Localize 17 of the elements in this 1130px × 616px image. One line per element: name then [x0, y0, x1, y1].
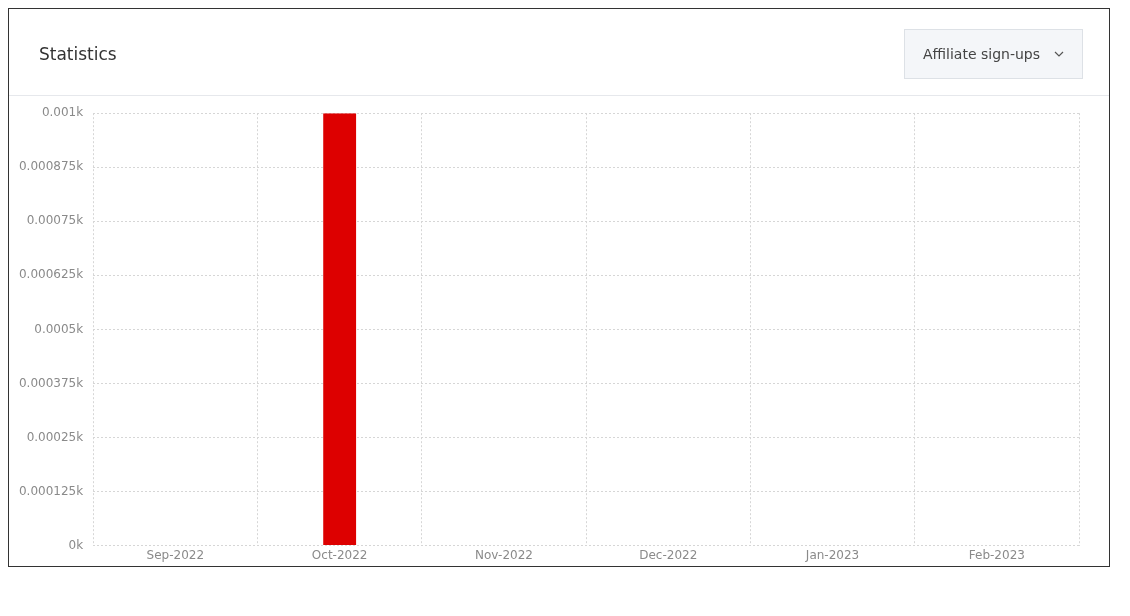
y-tick-label: 0.000875k — [18, 159, 84, 174]
y-tick-label: 0.000375k — [18, 375, 84, 390]
y-tick-label: 0.000625k — [18, 267, 84, 282]
chart-title: Statistics — [39, 44, 117, 64]
x-tick-label: Dec-2022 — [639, 547, 698, 562]
x-tick-label: Oct-2022 — [311, 547, 368, 562]
y-tick-label: 0k — [68, 537, 84, 552]
x-tick-label: Nov-2022 — [474, 547, 533, 562]
y-tick-label: 0.0005k — [34, 321, 84, 336]
x-tick-label: Jan-2023 — [804, 547, 860, 562]
y-tick-label: 0.000125k — [18, 483, 84, 498]
y-tick-label: 0.00025k — [26, 429, 84, 444]
y-tick-label: 0.00075k — [26, 213, 84, 228]
x-tick-label: Feb-2023 — [968, 547, 1025, 562]
chart-subtitle: Affiliate sign-ups — [922, 46, 1040, 62]
y-tick-label: 0.001k — [41, 105, 84, 120]
x-tick-label: Sep-2022 — [146, 547, 205, 562]
